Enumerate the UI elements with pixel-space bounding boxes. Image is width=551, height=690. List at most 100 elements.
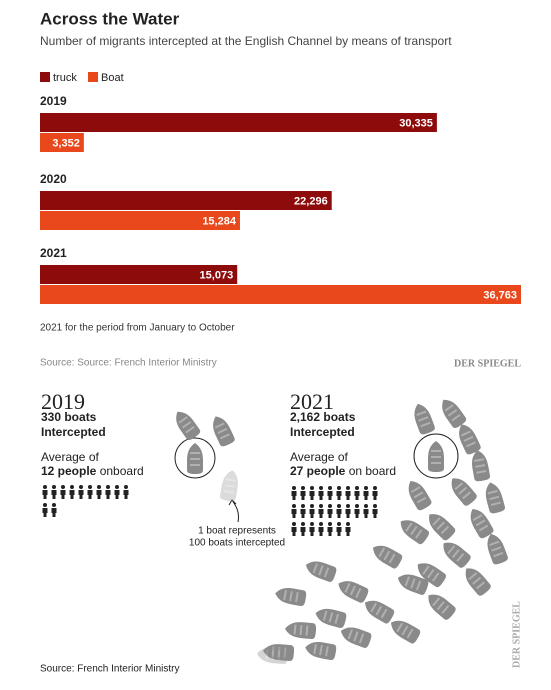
boat-icon xyxy=(423,508,457,542)
bar xyxy=(40,133,84,152)
boat-icon xyxy=(303,557,338,583)
person-icon xyxy=(309,504,315,518)
person-icon xyxy=(51,503,57,517)
value-label: 15,073 xyxy=(200,269,234,281)
person-icon xyxy=(354,504,360,518)
person-icon xyxy=(96,485,102,499)
person-icon xyxy=(345,522,351,536)
person-icon xyxy=(300,522,306,536)
person-icon xyxy=(114,485,120,499)
boat-icon xyxy=(170,407,202,442)
boat-icon xyxy=(403,477,433,512)
boat-icon xyxy=(436,395,468,430)
bar xyxy=(40,113,437,132)
legend-line: 1 boat represents xyxy=(198,526,276,537)
legend-swatch xyxy=(88,72,98,82)
person-icon xyxy=(327,504,333,518)
person-icon xyxy=(345,504,351,518)
people-line: 12 people onboard xyxy=(41,464,144,478)
bar xyxy=(40,191,332,210)
boat-icon xyxy=(396,514,431,546)
person-icon xyxy=(291,522,297,536)
person-icon xyxy=(327,486,333,500)
illustration-left: 2019 330 boats Intercepted Average of 12… xyxy=(41,389,285,549)
chart-title: Across the Water xyxy=(40,9,180,28)
person-icon xyxy=(300,504,306,518)
intercepted: Intercepted xyxy=(41,425,106,439)
boat-icon xyxy=(369,540,404,570)
arrow xyxy=(228,499,239,523)
legend-swatch xyxy=(40,72,50,82)
people: 12 people xyxy=(41,464,97,478)
person-icon xyxy=(363,486,369,500)
boat-icon xyxy=(335,576,370,605)
person-icon xyxy=(372,486,378,500)
person-icon xyxy=(291,486,297,500)
boat-icon xyxy=(387,615,422,645)
boat-icon xyxy=(446,473,479,508)
legend-label: truck xyxy=(53,72,77,84)
intercepted: Intercepted xyxy=(290,425,355,439)
highlight-circle xyxy=(174,437,216,479)
bar-chart: truck Boat 2019 30,335 3,352 2020 22,296 15,284… xyxy=(40,72,521,304)
person-icon xyxy=(123,485,129,499)
person-icon xyxy=(300,486,306,500)
boat-icon xyxy=(219,468,241,503)
person-icon xyxy=(363,504,369,518)
boat-icon xyxy=(438,537,473,570)
person-icon xyxy=(354,486,360,500)
boat-icon xyxy=(482,480,506,515)
boat-icon xyxy=(410,401,436,436)
boat-icon xyxy=(460,563,493,598)
source: Source: French Interior Ministry xyxy=(40,664,180,675)
year: 2021 xyxy=(290,389,334,414)
person-icon xyxy=(60,485,66,499)
boat-icon xyxy=(483,531,509,566)
person-icon xyxy=(327,522,333,536)
board: onboard xyxy=(96,464,143,478)
value-label: 30,335 xyxy=(399,117,433,129)
person-icon xyxy=(69,485,75,499)
people-line: 27 people on board xyxy=(290,464,396,478)
boat-icon xyxy=(338,623,373,649)
boat-icon xyxy=(273,585,308,607)
person-icon xyxy=(105,485,111,499)
source: Source: Source: French Interior Ministry xyxy=(40,358,217,369)
average: Average of xyxy=(290,450,348,464)
person-icon xyxy=(318,522,324,536)
illustration-right: 2021 2,162 boats Intercepted Average of … xyxy=(290,389,459,479)
value-label: 15,284 xyxy=(202,215,237,227)
person-icon xyxy=(78,485,84,499)
person-icon xyxy=(309,486,315,500)
person-icon xyxy=(42,503,48,517)
boat-icon xyxy=(256,645,289,665)
boat-icon xyxy=(313,605,348,629)
person-icon xyxy=(291,504,297,518)
person-icon xyxy=(42,485,48,499)
category-label: 2020 xyxy=(40,172,67,186)
value-label: 3,352 xyxy=(52,137,80,149)
boat-icon xyxy=(423,589,458,622)
boats-count: 2,162 boats xyxy=(290,410,356,424)
bar xyxy=(40,265,238,284)
person-icon xyxy=(372,504,378,518)
person-icon xyxy=(336,522,342,536)
bar xyxy=(40,285,521,304)
value-label: 22,296 xyxy=(294,195,328,207)
boats-count: 330 boats xyxy=(41,410,97,424)
value-label: 36,763 xyxy=(483,289,517,301)
person-icon xyxy=(87,485,93,499)
people: 27 people xyxy=(290,464,346,478)
year: 2019 xyxy=(41,389,85,414)
boat-icon xyxy=(303,639,338,661)
boat-icon xyxy=(208,413,237,448)
legend-line: 100 boats intercepted xyxy=(189,538,285,549)
boat-icon xyxy=(187,443,203,474)
person-icon xyxy=(336,486,342,500)
board: on board xyxy=(345,464,396,478)
boat-icon xyxy=(469,448,491,483)
person-icon xyxy=(336,504,342,518)
person-icon xyxy=(309,522,315,536)
person-icon xyxy=(345,486,351,500)
brand: DER SPIEGEL xyxy=(454,358,521,369)
